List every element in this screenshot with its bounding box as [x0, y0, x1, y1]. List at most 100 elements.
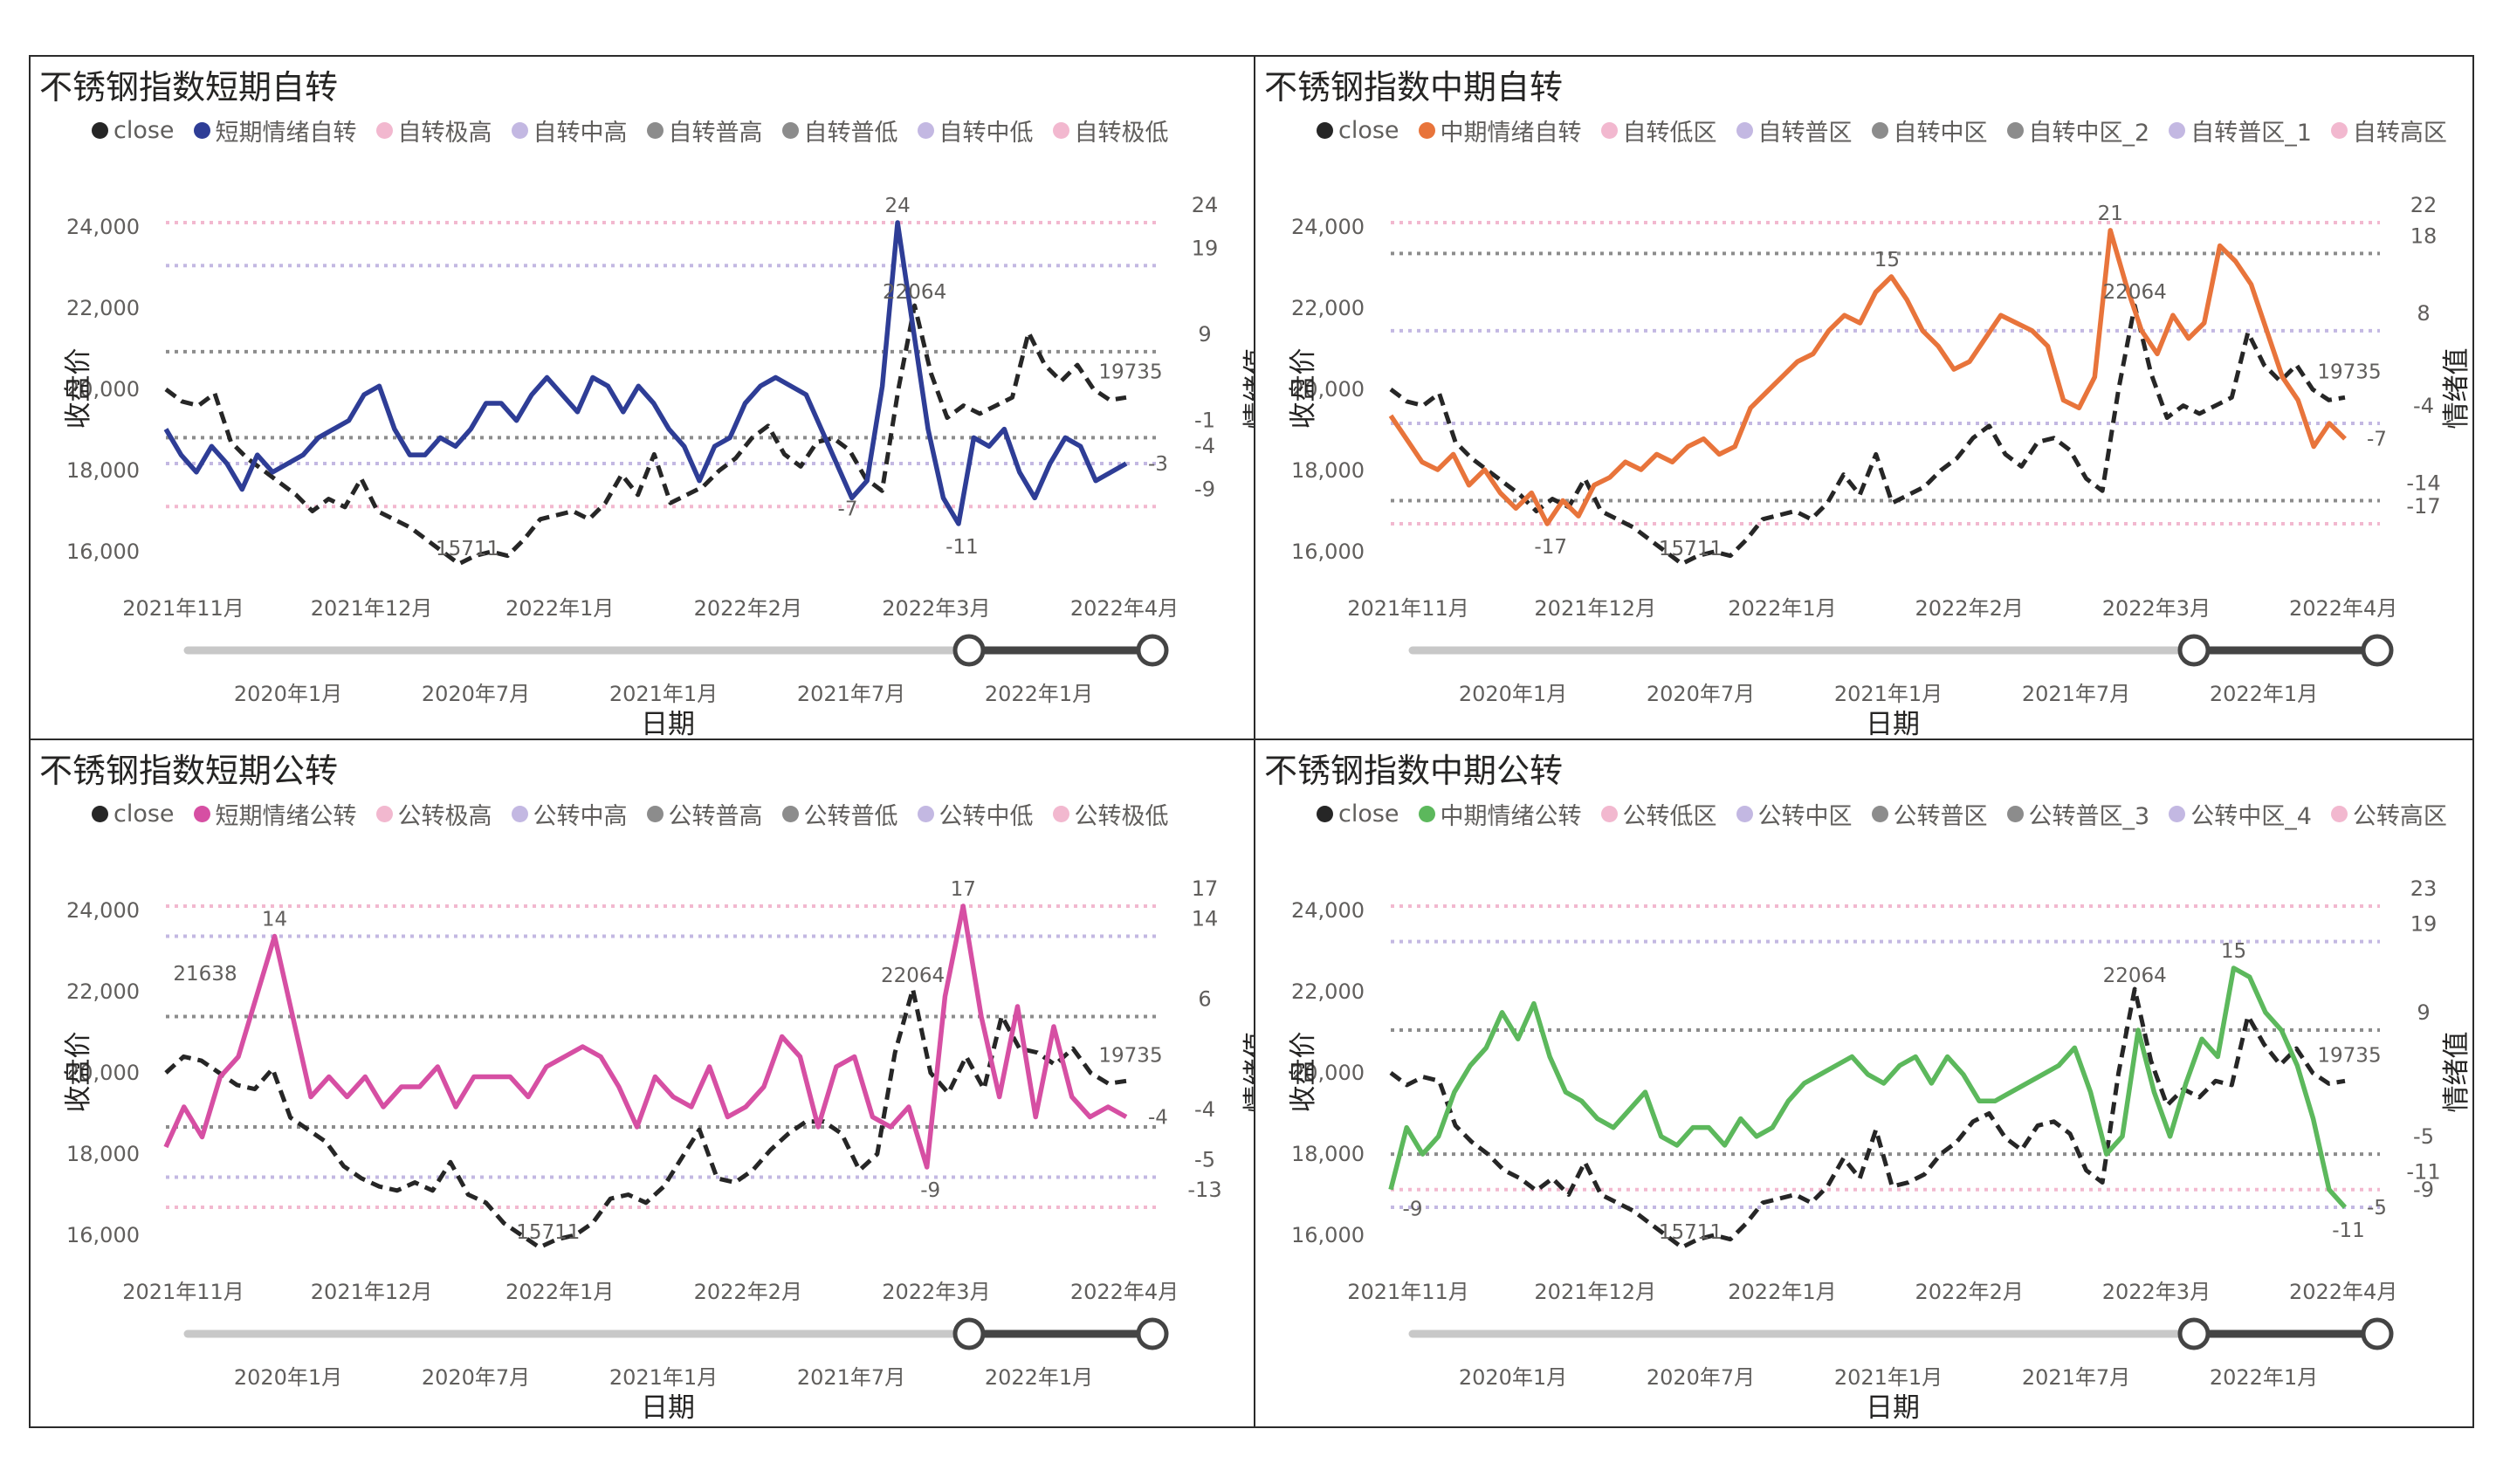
legend-item[interactable]: 公转中低: [917, 797, 1034, 831]
legend-item[interactable]: 自转中高: [511, 113, 628, 148]
legend-item[interactable]: 自转中区: [1871, 113, 1988, 148]
data-label-ind-peak1: 14: [262, 909, 287, 931]
range-slider-handle-start[interactable]: [2177, 1317, 2211, 1350]
legend-label: 自转中高: [533, 119, 628, 147]
legend-item[interactable]: 公转中区_4: [2169, 797, 2312, 831]
range-slider-handle-end[interactable]: [1136, 634, 1169, 667]
slider-tick-label: 2022年1月: [985, 1365, 1093, 1390]
data-label-ind-last: -5: [2367, 1197, 2387, 1219]
legend: close 中期情绪公转 公转低区 公转中区 公转普区 公转普区_3 公转中区_4 公转高区: [1317, 797, 2466, 831]
legend-marker-icon: [193, 805, 210, 822]
x-tick-label: 2021年12月: [1534, 1280, 1656, 1304]
legend-item[interactable]: 公转普高: [646, 797, 763, 831]
legend-item[interactable]: 自转中低: [917, 113, 1034, 148]
legend-item[interactable]: 自转普高: [646, 113, 763, 148]
legend-label: close: [113, 800, 175, 828]
close-series-line: [1389, 303, 2346, 567]
y-tick-label: 16,000: [1291, 539, 1365, 564]
legend: close 短期情绪自转 自转极高 自转中高 自转普高 自转普低 自转中低 自转极低: [92, 113, 1188, 148]
legend-item[interactable]: 短期情绪公转: [193, 797, 357, 831]
x-tick-label: 2022年3月: [882, 1280, 990, 1304]
legend-item[interactable]: 公转中高: [511, 797, 628, 831]
legend-item[interactable]: 自转高区: [2330, 113, 2447, 148]
indicator-series-line: [163, 220, 1128, 526]
chart-svg: 24,00022,00020,00018,00016,00023199-5-11…: [1288, 876, 2472, 1424]
y-tick-label: 18,000: [1291, 1142, 1365, 1166]
data-label-ind-max: 24: [884, 195, 910, 217]
slider-tick-label: 2020年7月: [422, 682, 530, 706]
range-slider-handle-start[interactable]: [952, 634, 986, 667]
legend-item[interactable]: 公转普区_3: [2006, 797, 2149, 831]
legend-item[interactable]: 自转低区: [1600, 113, 1717, 148]
right-tick-label: 6: [1198, 987, 1211, 1012]
right-tick-label: -4: [2413, 394, 2434, 418]
data-label-close-last: 19735: [1098, 361, 1162, 383]
data-label-close-min: 15711: [516, 1221, 580, 1244]
legend-item[interactable]: close: [1317, 800, 1399, 828]
legend-marker-icon: [511, 121, 528, 139]
legend-label: 自转中区_2: [2028, 119, 2150, 147]
legend-item[interactable]: 公转极高: [375, 797, 492, 831]
right-tick-label: -4: [1194, 434, 1215, 458]
legend-item[interactable]: 公转普低: [781, 797, 898, 831]
legend-item[interactable]: close: [92, 800, 175, 828]
data-label-close-last: 19735: [2317, 1044, 2381, 1067]
range-slider-handle-end[interactable]: [1136, 1317, 1169, 1350]
legend-marker-icon: [781, 805, 799, 822]
legend-item[interactable]: 公转低区: [1600, 797, 1717, 831]
slider-tick-label: 2021年1月: [609, 1365, 718, 1390]
legend-item[interactable]: close: [1317, 117, 1399, 144]
legend-item[interactable]: 中期情绪自转: [1418, 113, 1582, 148]
legend-item[interactable]: 自转普区_1: [2169, 113, 2312, 148]
legend-item[interactable]: 自转普区: [1736, 113, 1853, 148]
x-tick-label: 2022年3月: [2102, 596, 2211, 621]
y-axis-title-right: 情绪值: [1241, 1032, 1255, 1113]
right-tick-label: 22: [2410, 193, 2438, 217]
legend-item[interactable]: 自转极高: [375, 113, 492, 148]
right-tick-label: -13: [1187, 1178, 1221, 1202]
right-tick-label: 18: [2410, 223, 2438, 248]
y-tick-label: 18,000: [66, 1142, 140, 1166]
x-tick-label: 2022年2月: [1915, 1280, 2024, 1304]
legend-marker-icon: [646, 121, 664, 139]
legend-marker-icon: [917, 805, 934, 822]
range-slider-handle-end[interactable]: [2361, 1317, 2394, 1350]
range-slider-handle-start[interactable]: [2177, 634, 2211, 667]
x-tick-label: 2022年2月: [694, 1280, 802, 1304]
slider-tick-label: 2021年1月: [609, 682, 718, 706]
y-tick-label: 24,000: [1291, 898, 1365, 923]
legend-item[interactable]: 自转中区_2: [2006, 113, 2150, 148]
x-axis-title: 日期: [1866, 1392, 1920, 1424]
legend-marker-icon: [917, 121, 934, 139]
legend-item[interactable]: close: [92, 117, 175, 144]
data-label-ind-max: 21: [2098, 203, 2123, 225]
y-axis-title-left: 收盘价: [63, 348, 94, 429]
legend-item[interactable]: 公转极低: [1052, 797, 1169, 831]
y-tick-label: 16,000: [1291, 1223, 1365, 1247]
range-slider-handle-end[interactable]: [2361, 634, 2394, 667]
x-tick-label: 2021年12月: [311, 596, 433, 621]
legend-item[interactable]: 公转普区: [1871, 797, 1988, 831]
slider-tick-label: 2020年7月: [422, 1365, 530, 1390]
indicator-series-line: [1388, 228, 2347, 526]
right-tick-label: -17: [2406, 494, 2440, 519]
legend-item[interactable]: 公转高区: [2330, 797, 2447, 831]
legend-item[interactable]: 中期情绪公转: [1418, 797, 1582, 831]
right-tick-label: -14: [2406, 471, 2440, 495]
legend-item[interactable]: 自转普低: [781, 113, 898, 148]
legend-item[interactable]: 短期情绪自转: [193, 113, 357, 148]
legend-label: 自转极低: [1074, 119, 1169, 147]
x-tick-label: 2021年12月: [311, 1280, 433, 1304]
legend-item[interactable]: 公转中区: [1736, 797, 1853, 831]
right-tick-label: 9: [2417, 1000, 2430, 1025]
slider-tick-label: 2021年1月: [1834, 1365, 1943, 1390]
x-tick-label: 2022年4月: [2289, 596, 2397, 621]
legend-marker-icon: [1317, 121, 1333, 139]
legend-label: 短期情绪自转: [215, 119, 357, 147]
legend-marker-icon: [1600, 805, 1618, 822]
range-slider-handle-start[interactable]: [952, 1317, 986, 1350]
x-tick-label: 2022年3月: [2102, 1280, 2211, 1304]
legend-label: 公转高区: [2352, 802, 2447, 830]
legend-item[interactable]: 自转极低: [1052, 113, 1169, 148]
y-tick-label: 20,000: [1291, 1061, 1365, 1085]
